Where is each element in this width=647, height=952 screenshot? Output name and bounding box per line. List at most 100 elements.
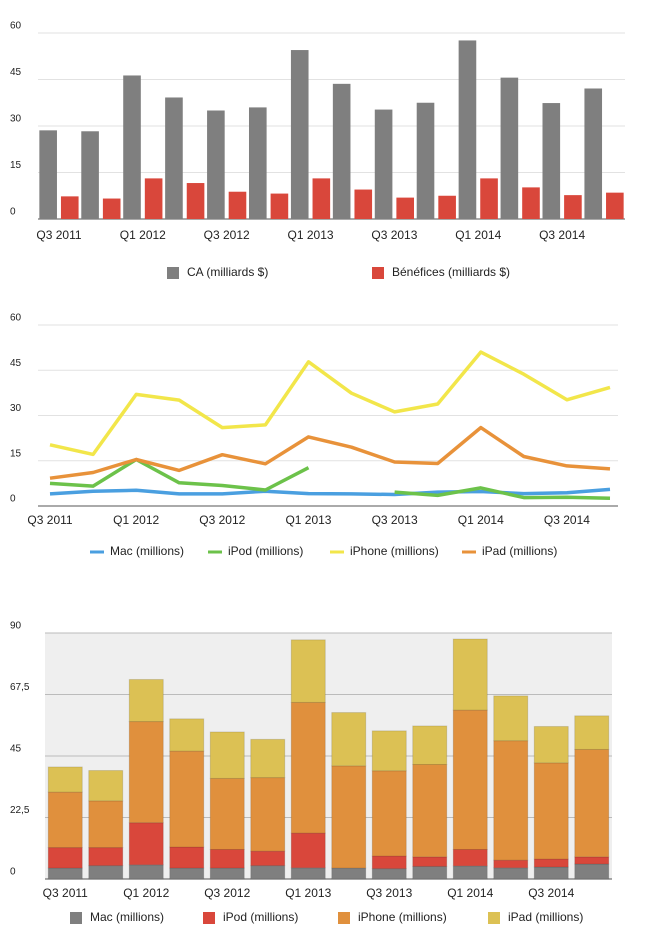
bar-segment xyxy=(290,639,326,703)
bar-segment xyxy=(371,868,407,880)
y-tick-label: 30 xyxy=(10,114,22,125)
legend-label: CA (milliards $) xyxy=(187,265,268,279)
x-tick-label: Q3 2011 xyxy=(36,228,81,242)
bar-segment xyxy=(452,709,488,850)
legend-label: iPad (millions) xyxy=(508,910,583,924)
bar xyxy=(165,97,183,219)
x-tick-label: Q1 2014 xyxy=(458,513,504,527)
bar-segment xyxy=(452,865,488,880)
y-tick-label: 60 xyxy=(10,313,22,324)
bar xyxy=(542,103,561,219)
bar-segment xyxy=(128,864,164,880)
y-tick-label: 22,5 xyxy=(10,805,30,816)
x-tick-label: Q1 2013 xyxy=(285,513,331,527)
bar-segment xyxy=(331,765,367,869)
bar-segment xyxy=(47,867,83,880)
x-tick-label: Q3 2012 xyxy=(204,228,250,242)
bar xyxy=(228,191,247,219)
bar xyxy=(438,195,456,219)
y-tick-label: 67,5 xyxy=(10,682,30,693)
bar xyxy=(332,83,351,219)
bar-segment xyxy=(452,638,488,711)
bar-segment xyxy=(290,701,326,834)
x-tick-label: Q3 2014 xyxy=(544,513,590,527)
bar-segment xyxy=(412,725,448,765)
x-tick-label: Q3 2013 xyxy=(371,228,417,242)
bar xyxy=(458,40,477,219)
bar-segment xyxy=(331,867,367,880)
x-tick-label: Q3 2013 xyxy=(366,886,412,900)
y-tick-label: 30 xyxy=(10,403,22,414)
bar-segment xyxy=(574,748,610,858)
series-line xyxy=(49,425,611,480)
bar-segment xyxy=(169,750,205,848)
bar xyxy=(123,75,141,219)
bar-segment xyxy=(88,800,124,849)
bar xyxy=(290,50,309,219)
bar-segment xyxy=(331,712,367,767)
bar xyxy=(480,178,498,219)
bar-segment xyxy=(371,855,407,870)
bar xyxy=(81,131,99,219)
bar xyxy=(522,187,540,219)
legend-marker xyxy=(338,912,350,924)
bar xyxy=(102,198,121,219)
legend-marker xyxy=(372,267,384,279)
bar-segment xyxy=(209,731,245,779)
bar xyxy=(270,193,289,219)
x-tick-label: Q3 2012 xyxy=(204,886,250,900)
x-tick-label: Q3 2012 xyxy=(199,513,245,527)
bar xyxy=(564,195,582,219)
bar-segment xyxy=(452,848,488,867)
bar-segment xyxy=(412,856,448,867)
bar-segment xyxy=(533,866,569,880)
bar-segment xyxy=(47,791,83,849)
bar-segment xyxy=(250,738,286,779)
bar xyxy=(207,110,225,219)
bar-segment xyxy=(250,777,286,852)
bar xyxy=(144,178,163,219)
bar-segment xyxy=(412,763,448,858)
legend-marker xyxy=(70,912,82,924)
bar-segment xyxy=(128,678,164,723)
x-tick-label: Q3 2013 xyxy=(372,513,418,527)
legend-marker xyxy=(167,267,179,279)
bar xyxy=(39,130,57,219)
bar-segment xyxy=(250,865,286,880)
bar xyxy=(396,197,415,219)
x-tick-label: Q1 2014 xyxy=(455,228,501,242)
bar-segment xyxy=(371,730,407,772)
x-tick-label: Q3 2011 xyxy=(27,513,72,527)
y-tick-label: 0 xyxy=(10,867,16,878)
bar-segment xyxy=(412,865,448,880)
x-tick-label: Q3 2014 xyxy=(528,886,574,900)
x-tick-label: Q1 2013 xyxy=(288,228,334,242)
y-tick-label: 45 xyxy=(10,744,22,755)
bar xyxy=(354,189,373,219)
bar-segment xyxy=(574,715,610,750)
legend-label: iPod (millions) xyxy=(223,910,298,924)
bar-segment xyxy=(88,847,124,867)
y-tick-label: 15 xyxy=(10,448,22,459)
legend-marker xyxy=(488,912,500,924)
series-line xyxy=(49,487,611,497)
bar-segment xyxy=(128,721,164,824)
legend-label: Mac (millions) xyxy=(90,910,164,924)
bar xyxy=(606,192,624,219)
bar-segment xyxy=(493,867,529,880)
bar-segment xyxy=(250,850,286,867)
bar-segment xyxy=(209,848,245,869)
series-line xyxy=(49,457,611,500)
y-tick-label: 15 xyxy=(10,160,22,171)
bar-segment xyxy=(47,766,83,793)
x-tick-label: Q1 2014 xyxy=(447,886,493,900)
series-line xyxy=(49,350,611,457)
bar xyxy=(248,107,267,219)
x-tick-label: Q1 2012 xyxy=(120,228,166,242)
y-tick-label: 90 xyxy=(10,621,22,632)
y-tick-label: 45 xyxy=(10,358,22,369)
x-tick-label: Q1 2012 xyxy=(123,886,169,900)
bar xyxy=(416,102,435,219)
bar-segment xyxy=(128,822,164,866)
